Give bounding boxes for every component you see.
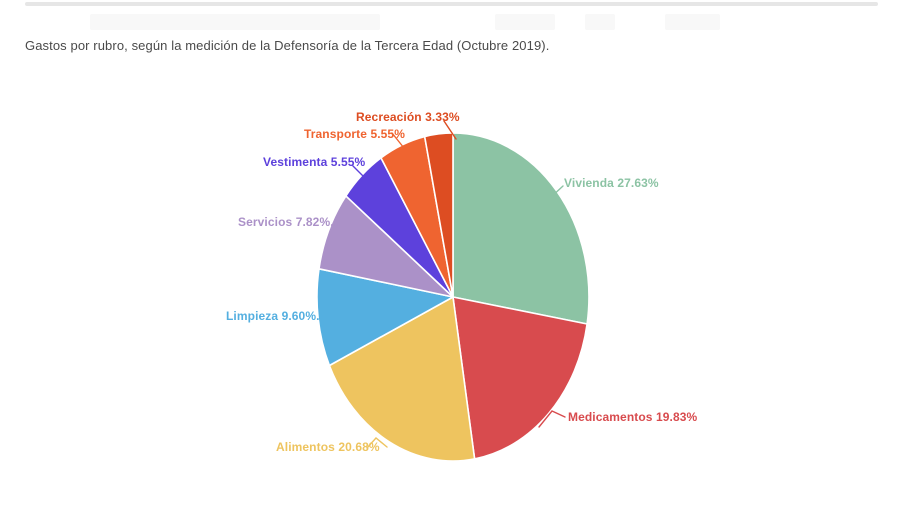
- pie-label-leader-medicamentos: [538, 410, 566, 428]
- pie-label-leader-vivienda: [549, 185, 564, 199]
- chart-title: Gastos por rubro, según la medición de l…: [25, 38, 550, 53]
- pie-label-leader-recreacion: [443, 120, 457, 140]
- pie-label-leader-vestimenta: [352, 165, 369, 182]
- pie-label-leader-transporte: [391, 132, 405, 149]
- pie-slice-alimentos[interactable]: [328, 296, 476, 462]
- ghost-toolbar-block: [495, 14, 555, 30]
- ghost-toolbar-block: [665, 14, 720, 30]
- pie-slice-vivienda[interactable]: [452, 132, 590, 325]
- pie-slice-medicamentos[interactable]: [452, 296, 588, 460]
- pie-slice-recreacion[interactable]: [423, 132, 454, 298]
- top-divider-bar: [25, 2, 878, 6]
- pie-slice-limpieza[interactable]: [316, 268, 454, 367]
- pie-label-leader-alimentos: [366, 437, 388, 449]
- ghost-toolbar-block: [90, 14, 380, 30]
- ghost-toolbar-block: [585, 14, 615, 30]
